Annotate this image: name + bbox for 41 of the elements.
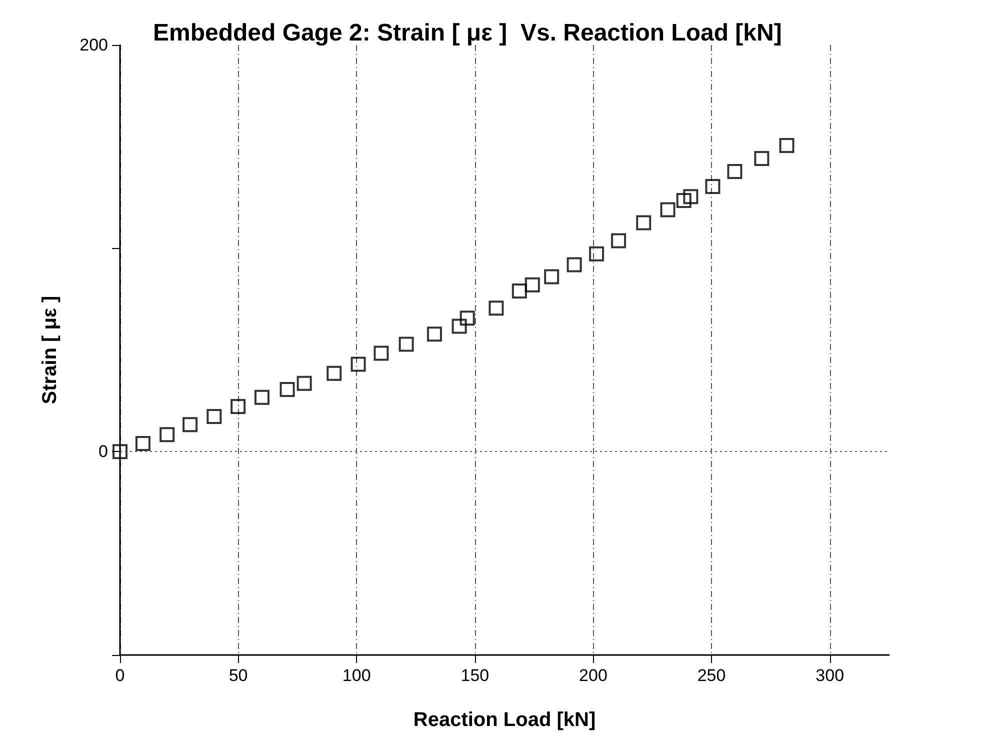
x-axis-title: Reaction Load [kN]: [413, 709, 596, 731]
x-tick-label: 100: [342, 666, 371, 685]
point: [683, 189, 698, 204]
point: [230, 399, 246, 414]
point: [636, 215, 652, 230]
x-tick-label: 0: [115, 666, 125, 685]
point: [566, 257, 582, 272]
x-tick-label: 250: [697, 666, 726, 685]
point: [350, 356, 366, 372]
point: [660, 202, 676, 218]
point: [296, 376, 312, 391]
x-tick-label: 300: [816, 666, 844, 685]
point: [426, 326, 442, 342]
point: [488, 300, 504, 316]
chart-title: Embedded Gage 2: Strain [ με ] Vs. Reaction Load [kN]: [153, 20, 782, 46]
point: [135, 436, 150, 452]
point: [512, 284, 527, 299]
point: [779, 138, 794, 153]
point: [676, 193, 692, 208]
y-axis-title: Strain [ με ]: [39, 296, 61, 404]
point: [460, 310, 475, 326]
point: [182, 417, 198, 432]
point: [254, 390, 270, 405]
point: [112, 444, 128, 460]
x-tick-label: 200: [579, 666, 608, 685]
point: [727, 164, 742, 179]
point: [544, 269, 560, 284]
point: [705, 179, 720, 194]
point: [374, 346, 389, 361]
point: [452, 318, 467, 334]
point: [524, 277, 540, 292]
point: [206, 408, 222, 424]
point: [280, 382, 295, 397]
point: [754, 150, 770, 166]
point: [160, 427, 175, 442]
point: [589, 246, 604, 262]
point: [398, 336, 414, 352]
x-tick-label: 150: [460, 666, 490, 685]
point: [326, 366, 342, 381]
point: [611, 233, 626, 248]
x-tick-label: 50: [228, 666, 248, 685]
